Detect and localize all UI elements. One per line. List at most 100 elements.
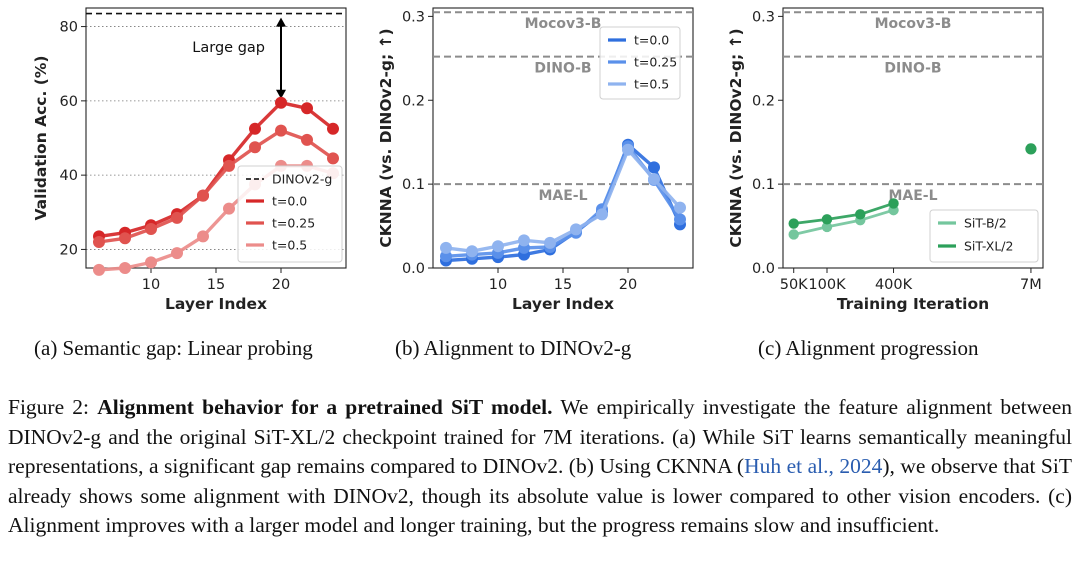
reference-line-label: MAE-L: [538, 188, 587, 204]
data-point: [788, 229, 799, 240]
x-tick-label: 100K: [808, 277, 846, 293]
y-tick-label: 60: [60, 94, 78, 110]
caption-title: Alignment behavior for a pretrained SiT …: [97, 395, 553, 419]
legend-label: t=0.0: [272, 194, 307, 209]
y-axis-label: Validation Acc. (%): [32, 56, 50, 221]
y-tick-label: 0.0: [402, 261, 425, 277]
data-point: [119, 232, 131, 245]
legend-box: [929, 209, 1039, 263]
data-point: [440, 250, 452, 263]
data-point: [622, 143, 634, 156]
data-point: [327, 152, 339, 165]
reference-line-label: DINO-B: [534, 61, 591, 77]
series-line: [98, 100, 335, 239]
legend-label: t=0.0: [634, 33, 669, 48]
x-tick-label: 400K: [875, 277, 913, 293]
data-point: [249, 141, 261, 154]
legend: SiT-B/2 SiT-XL/2: [929, 209, 1039, 263]
y-tick-label: 80: [60, 20, 78, 36]
axes-frame: [782, 7, 1044, 269]
data-point: [301, 133, 313, 146]
reference-line-label: Mocov3-B: [875, 16, 952, 32]
y-axis-label: CKNNA (vs. DINOv2-g; ↑): [727, 28, 745, 247]
caption-label: Figure 2:: [8, 395, 90, 419]
y-tick-label: 20: [60, 242, 78, 258]
data-point: [249, 122, 261, 135]
data-point: [788, 218, 799, 229]
legend-box: [599, 26, 681, 100]
x-tick-label: 20: [272, 277, 290, 293]
series-line: [793, 208, 894, 236]
series-line: [98, 128, 334, 244]
legend-label: t=0.25: [634, 55, 677, 70]
y-axis-label: CKNNA (vs. DINOv2-g; ↑): [377, 28, 395, 247]
reference-line-label: Mocov3-B: [525, 16, 602, 32]
data-point: [327, 122, 339, 135]
x-tick-label: 10: [489, 277, 507, 293]
gap-arrow-head-down: [276, 89, 286, 99]
legend-box: [237, 165, 343, 263]
data-point: [596, 208, 608, 221]
data-point: [275, 124, 287, 137]
figure-2-charts: 20 40 60 80 10 15 20 Layer Index Validation Acc.…: [32, 7, 1044, 313]
legend-label: t=0.5: [272, 238, 307, 253]
legend-label: t=0.5: [634, 77, 669, 92]
legend: t=0.0 t=0.25 t=0.5: [599, 26, 681, 100]
y-tick-label: 0.0: [752, 261, 775, 277]
x-axis-label: Layer Index: [165, 295, 267, 313]
data-point: [674, 213, 686, 226]
figure-caption: Figure 2: Alignment behavior for a pretr…: [8, 393, 1072, 541]
x-axis-label: Training Iteration: [837, 295, 989, 313]
chart-panel-a: 20 40 60 80 10 15 20 Layer Index Validation Acc.…: [32, 7, 347, 313]
caption-citation-link[interactable]: Huh et al., 2024: [744, 454, 883, 479]
data-point: [223, 159, 235, 172]
reference-line-label: MAE-L: [888, 188, 937, 204]
reference-line-label: DINO-B: [884, 61, 941, 77]
y-tick-label: 0.3: [752, 9, 775, 25]
annotation-label: Large gap: [192, 40, 265, 56]
y-tick-label: 0.1: [402, 177, 425, 193]
y-tick-label: 0.2: [752, 93, 775, 109]
subcaption-b: (b) Alignment to DINOv2-g: [395, 336, 632, 360]
data-point: [674, 201, 686, 214]
legend-label: SiT-B/2: [964, 216, 1007, 231]
x-tick-label: 10: [142, 277, 160, 293]
data-point: [855, 209, 866, 220]
data-point: [518, 234, 530, 247]
gap-arrow-head-up: [276, 17, 286, 27]
data-point: [821, 214, 833, 225]
data-point: [223, 202, 235, 215]
data-point: [145, 256, 157, 269]
data-point: [145, 223, 157, 235]
data-point: [119, 262, 131, 274]
caption-text-2: ), we observe that SiT already shows som…: [8, 454, 1072, 538]
data-point: [492, 240, 504, 253]
data-point: [1025, 143, 1037, 155]
data-point: [197, 189, 209, 202]
data-point: [197, 230, 209, 243]
data-point: [301, 102, 313, 115]
x-tick-label: 7M: [1020, 277, 1042, 293]
x-axis-label: Layer Index: [512, 295, 614, 313]
data-point: [466, 245, 478, 258]
x-tick-label: 15: [207, 277, 225, 293]
y-tick-label: 0.3: [402, 9, 425, 25]
data-point: [440, 241, 452, 254]
data-point: [544, 236, 556, 249]
legend: DINOv2-g t=0.0 t=0.25 t=0.5: [237, 165, 343, 263]
x-tick-label: 20: [619, 277, 637, 293]
data-point: [648, 173, 660, 186]
x-tick-label: 15: [554, 277, 572, 293]
x-tick-label: 50K: [780, 277, 808, 293]
chart-panel-c: 0.0 0.1 0.2 0.3 50K 100K 400K 7M Training Iterat…: [727, 7, 1044, 313]
data-point: [171, 247, 183, 260]
legend-label: DINOv2-g: [272, 172, 332, 187]
series-line: [793, 202, 894, 225]
data-point: [888, 198, 899, 209]
data-point: [275, 96, 287, 109]
series-line: [445, 147, 682, 253]
data-point: [648, 161, 660, 174]
legend-label: t=0.25: [272, 216, 315, 231]
data-point: [171, 211, 183, 224]
chart-panel-b: 0.0 0.1 0.2 0.3 10 15 20 Layer Index CKNNA (vs. …: [377, 7, 694, 313]
